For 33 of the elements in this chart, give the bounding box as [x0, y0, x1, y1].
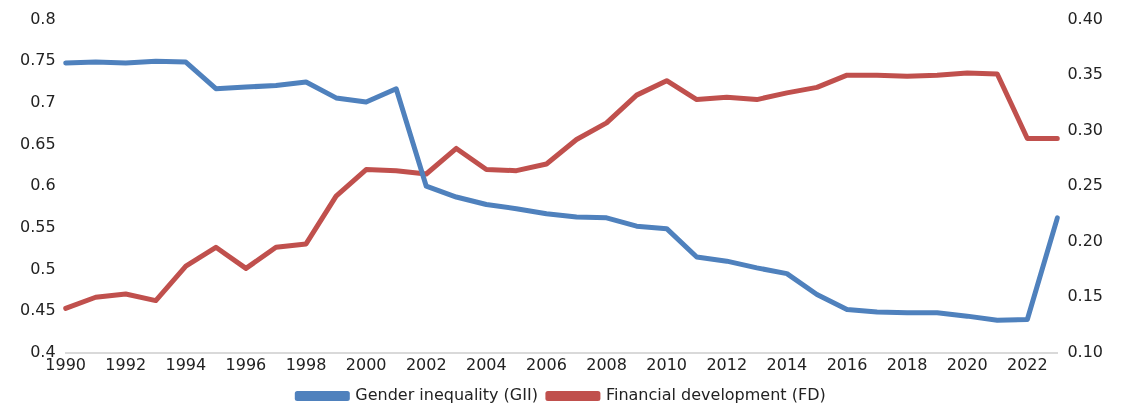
x-tick-label: 2018	[886, 354, 928, 374]
x-tick-label: 2016	[826, 354, 868, 374]
y-tick-label: 0.55	[20, 217, 56, 237]
y2-tick-label: 0.25	[1067, 175, 1103, 195]
x-tick-label: 2000	[345, 354, 387, 374]
y-tick-label: 0.5	[30, 258, 56, 278]
x-tick-label: 2008	[586, 354, 627, 374]
y-tick-label: 0.7	[30, 92, 56, 112]
x-tick-label: 1996	[225, 354, 267, 374]
x-tick-label: 2004	[466, 354, 507, 374]
y2-tick-label: 0.35	[1067, 64, 1103, 84]
legend-label: Gender inequality (GII)	[355, 385, 538, 405]
x-tick-label: 2012	[706, 354, 748, 374]
x-tick-label: 1994	[165, 354, 207, 374]
x-tick-label: 2002	[405, 354, 447, 374]
y-tick-label: 0.75	[20, 50, 56, 70]
y2-tick-label: 0.15	[1067, 286, 1103, 306]
y-tick-label: 0.45	[20, 300, 56, 320]
y2-tick-label: 0.30	[1067, 119, 1103, 139]
y2-tick-label: 0.10	[1067, 341, 1103, 361]
x-tick-label: 2010	[646, 354, 688, 374]
x-tick-label: 1998	[285, 354, 327, 374]
x-tick-label: 2022	[1006, 354, 1048, 374]
y2-tick-label: 0.40	[1067, 8, 1103, 28]
y-tick-label: 0.65	[20, 133, 56, 153]
x-tick-label: 1992	[105, 354, 147, 374]
x-tick-label: 2014	[766, 354, 808, 374]
y2-tick-label: 0.20	[1067, 230, 1103, 250]
x-tick-label: 2006	[526, 354, 567, 374]
x-tick-label: 2020	[946, 354, 988, 374]
y-tick-label: 0.8	[30, 8, 56, 28]
legend-label: Financial development (FD)	[605, 385, 826, 405]
y-tick-label: 0.6	[30, 175, 56, 195]
